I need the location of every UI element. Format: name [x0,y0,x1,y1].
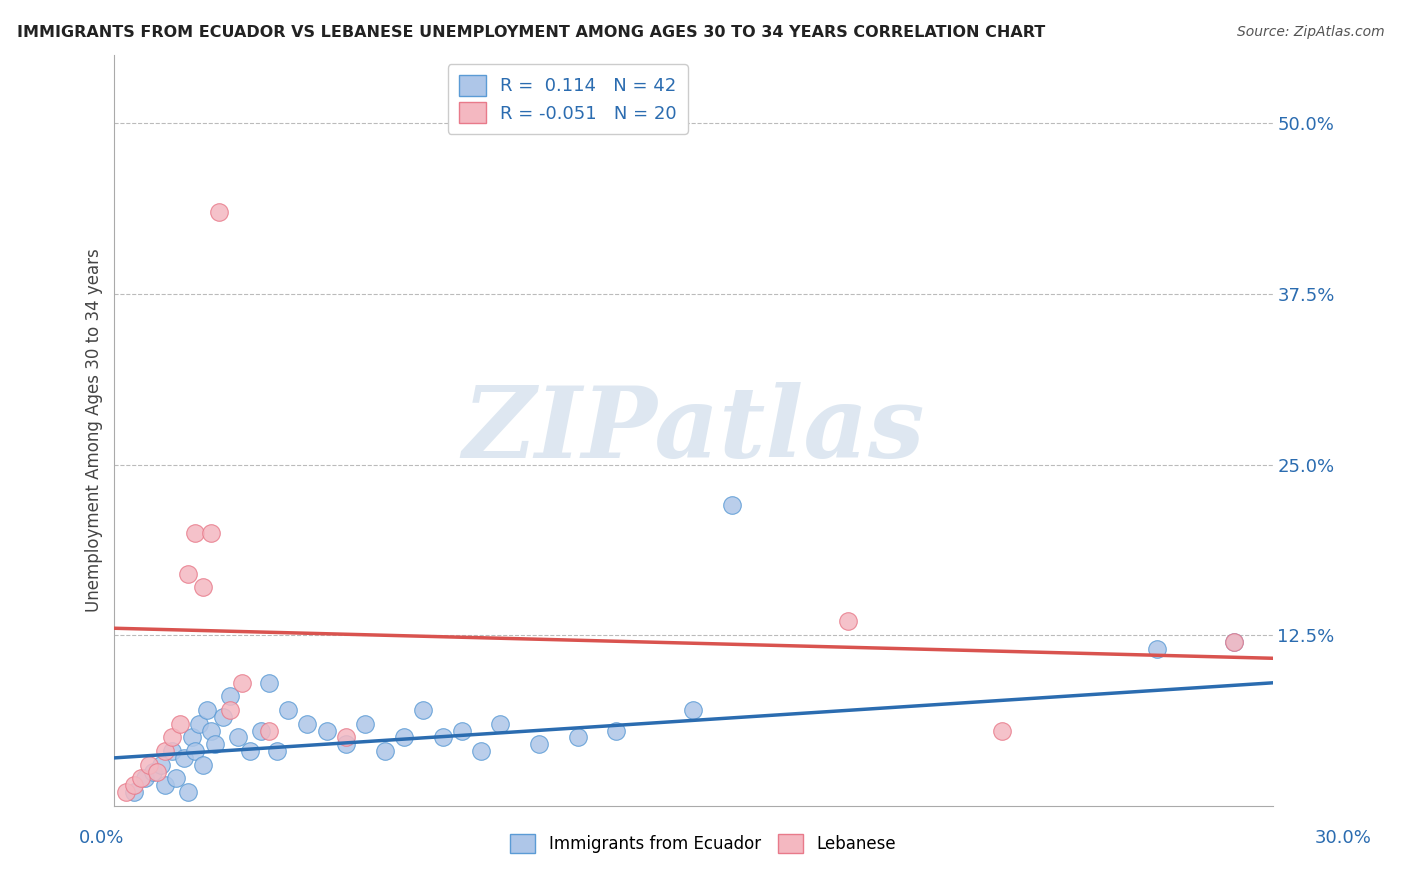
Point [115,785,138,799]
Point [432,731,454,745]
Point [682,703,704,717]
Point [721,499,744,513]
Point [169,716,191,731]
Point [231,676,253,690]
Text: ZIPatlas: ZIPatlas [463,382,925,479]
Point [153,744,176,758]
Point [200,525,222,540]
Point [219,703,242,717]
Point [489,716,512,731]
Point [605,723,627,738]
Point [208,205,231,219]
Point [354,716,377,731]
Point [177,566,200,581]
Point [450,723,472,738]
Point [1223,635,1246,649]
Point [1146,641,1168,656]
Point [193,580,215,594]
Point [297,716,319,731]
Point [134,772,156,786]
Point [567,731,589,745]
Point [277,703,299,717]
Point [266,744,288,758]
Point [315,723,337,738]
Point [131,772,153,786]
Point [335,731,357,745]
Y-axis label: Unemployment Among Ages 30 to 34 years: Unemployment Among Ages 30 to 34 years [86,249,103,612]
Point [527,737,550,751]
Legend: Immigrants from Ecuador, Lebanese: Immigrants from Ecuador, Lebanese [502,826,904,862]
Point [184,525,207,540]
Point [177,785,200,799]
Legend: R =  0.114   N = 42, R = -0.051   N = 20: R = 0.114 N = 42, R = -0.051 N = 20 [447,64,688,134]
Point [837,615,859,629]
Point [991,723,1014,738]
Point [165,772,187,786]
Text: Source: ZipAtlas.com: Source: ZipAtlas.com [1237,25,1385,39]
Text: IMMIGRANTS FROM ECUADOR VS LEBANESE UNEMPLOYMENT AMONG AGES 30 TO 34 YEARS CORRE: IMMIGRANTS FROM ECUADOR VS LEBANESE UNEM… [17,25,1045,40]
Point [211,710,233,724]
Point [122,778,145,792]
Point [412,703,434,717]
Point [188,716,211,731]
Point [162,731,184,745]
Point [250,723,273,738]
Point [142,764,165,779]
Point [149,757,172,772]
Point [226,731,249,745]
Point [200,723,222,738]
Point [257,676,280,690]
Point [392,731,415,745]
Point [153,778,176,792]
Point [162,744,184,758]
Point [335,737,357,751]
Point [257,723,280,738]
Text: 0.0%: 0.0% [79,829,124,847]
Point [238,744,260,758]
Point [195,703,218,717]
Point [184,744,207,758]
Point [193,757,215,772]
Point [122,785,145,799]
Point [374,744,396,758]
Point [219,690,242,704]
Point [138,757,160,772]
Point [204,737,226,751]
Point [146,764,169,779]
Text: 30.0%: 30.0% [1315,829,1371,847]
Point [1223,635,1246,649]
Point [173,751,195,765]
Point [470,744,492,758]
Point [180,731,202,745]
